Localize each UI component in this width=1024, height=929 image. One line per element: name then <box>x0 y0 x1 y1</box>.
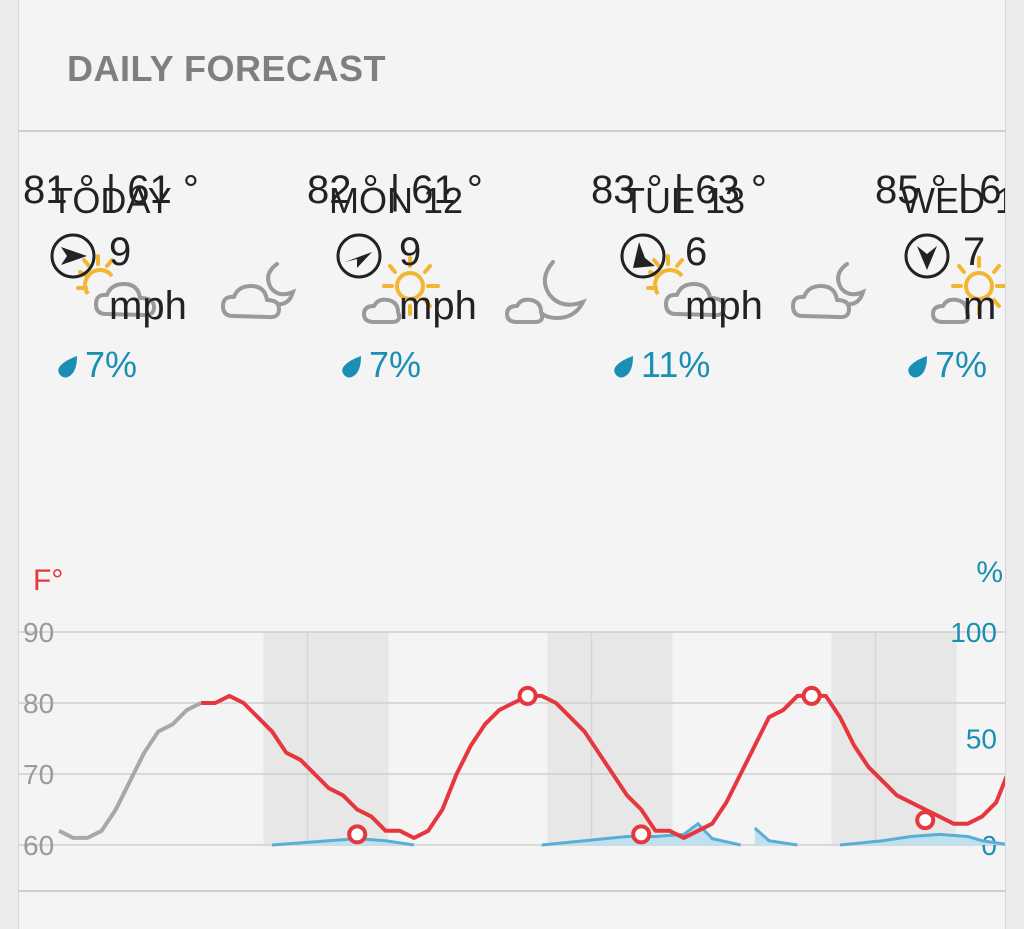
precipitation-chance: 7% <box>57 344 137 386</box>
moon-cloud-icon <box>221 262 297 320</box>
temperature-range: 81 ° | 61 ° <box>23 168 199 212</box>
sun-cloud-icon <box>76 254 156 318</box>
precipitation-line <box>753 826 798 847</box>
moon-cloud-icon <box>791 262 867 320</box>
precipitation-value: 7% <box>85 344 138 385</box>
left-axis-tick: 60 <box>23 830 54 860</box>
precipitation-value: 11% <box>641 344 711 385</box>
temperature-line <box>201 693 1005 840</box>
daily-forecast-card: DAILY FORECAST TODAY 81 ° | 61 ° 9 mph <box>18 0 1006 890</box>
wind-direction-icon <box>50 233 96 279</box>
wind-direction-icon <box>336 233 382 279</box>
precipitation-value: 7% <box>369 344 422 385</box>
precipitation-chance: 7% <box>341 344 421 386</box>
left-axis-label: F° <box>33 564 63 597</box>
precipitation-value: 7% <box>935 344 988 385</box>
right-axis-tick: 50 <box>966 724 997 755</box>
temperature-range: 85 ° | 6 <box>875 168 1002 212</box>
temperature-marker <box>517 685 538 706</box>
wind-speed: 6 <box>685 230 708 274</box>
wind-unit: mph <box>399 284 477 328</box>
right-axis-tick: 100 <box>950 617 997 648</box>
temperature-marker <box>915 810 936 831</box>
left-axis-tick: 80 <box>23 688 54 719</box>
precipitation-area <box>541 823 741 845</box>
next-card-edge <box>18 890 1006 929</box>
raindrop-icon <box>342 356 361 378</box>
right-axis-label: % <box>976 560 1003 589</box>
precipitation-chance: 11% <box>613 344 710 386</box>
day-label: WED 1 <box>901 180 1006 221</box>
wind-speed: 9 <box>109 230 132 274</box>
left-axis-tick: 90 <box>23 617 54 648</box>
raindrop-icon <box>58 356 77 378</box>
wind-speed: 7 <box>963 230 986 274</box>
wind-direction-icon <box>620 233 666 279</box>
temperature-range: 82 ° | 61 ° <box>307 168 483 212</box>
raindrop-icon <box>908 356 927 378</box>
sun-small-cloud-icon <box>362 256 440 324</box>
section-title: DAILY FORECAST <box>67 48 387 89</box>
night-band <box>547 632 673 845</box>
precipitation-line <box>839 832 1005 847</box>
day-label: MON 12 <box>329 180 464 221</box>
temperature-marker <box>631 824 652 845</box>
precipitation-chance: 7% <box>907 344 987 386</box>
wind-unit: mph <box>109 284 187 328</box>
day-label: TODAY <box>51 180 172 221</box>
raindrop-icon <box>614 356 633 378</box>
temperature-marker <box>347 824 368 845</box>
temperature-marker <box>801 685 822 706</box>
wind-speed: 9 <box>399 230 422 274</box>
wind-direction-icon <box>904 233 950 279</box>
wind-unit: m <box>963 284 997 328</box>
sun-small-cloud-icon <box>931 256 1005 324</box>
header-divider <box>19 130 1005 132</box>
precipitation-line <box>541 821 741 847</box>
moon-small-cloud-icon <box>505 260 588 324</box>
temperature-range: 83 ° | 63 ° <box>591 168 767 212</box>
day-label: TUE 13 <box>623 180 746 221</box>
precipitation-area <box>754 827 798 845</box>
wind-unit: mph <box>685 284 763 328</box>
past-temperature-line <box>58 701 202 840</box>
night-band <box>263 632 389 845</box>
left-axis-tick: 70 <box>23 759 54 790</box>
